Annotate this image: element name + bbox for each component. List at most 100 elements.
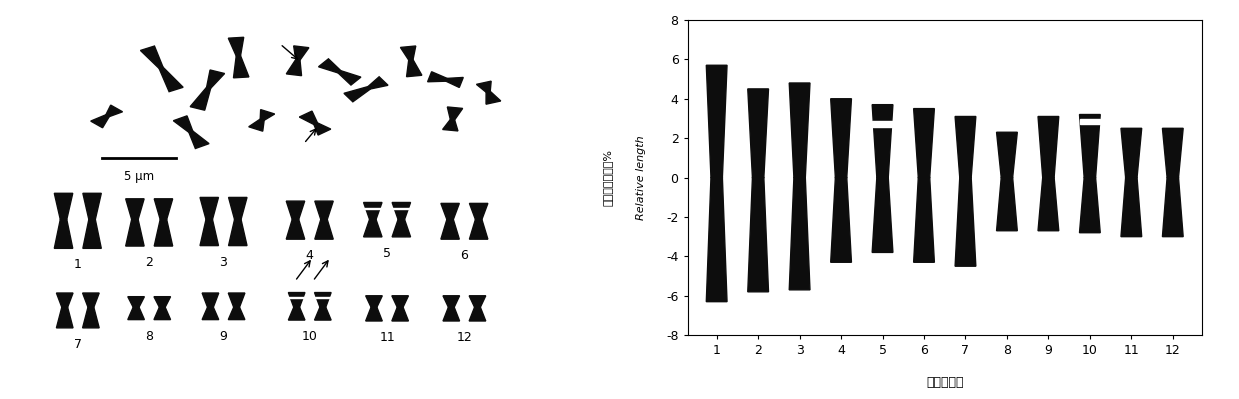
- Polygon shape: [913, 109, 934, 178]
- Polygon shape: [441, 203, 460, 219]
- Polygon shape: [318, 59, 341, 73]
- Polygon shape: [1079, 178, 1100, 233]
- Polygon shape: [789, 178, 810, 290]
- Polygon shape: [996, 178, 1017, 231]
- Polygon shape: [90, 115, 109, 128]
- Polygon shape: [83, 293, 99, 307]
- Polygon shape: [286, 59, 301, 76]
- Polygon shape: [154, 219, 172, 246]
- Polygon shape: [444, 307, 460, 321]
- Polygon shape: [249, 119, 264, 131]
- Polygon shape: [366, 296, 383, 307]
- Polygon shape: [315, 201, 333, 219]
- Polygon shape: [338, 71, 361, 85]
- Polygon shape: [286, 219, 305, 239]
- Polygon shape: [199, 198, 218, 219]
- Polygon shape: [55, 219, 73, 248]
- Polygon shape: [55, 193, 73, 219]
- Polygon shape: [446, 77, 463, 87]
- Polygon shape: [706, 65, 727, 178]
- Polygon shape: [140, 46, 164, 69]
- Polygon shape: [300, 111, 317, 124]
- Text: 5: 5: [383, 247, 392, 260]
- Polygon shape: [188, 131, 209, 148]
- Polygon shape: [470, 307, 486, 321]
- Text: 6: 6: [461, 249, 468, 262]
- Polygon shape: [315, 307, 331, 320]
- Polygon shape: [400, 46, 416, 60]
- Text: 4: 4: [306, 249, 313, 262]
- Polygon shape: [470, 219, 488, 239]
- Polygon shape: [830, 178, 851, 262]
- Polygon shape: [913, 178, 934, 262]
- Polygon shape: [872, 121, 893, 127]
- Polygon shape: [128, 297, 145, 307]
- Polygon shape: [392, 296, 409, 307]
- Polygon shape: [315, 297, 331, 298]
- Polygon shape: [955, 117, 976, 178]
- Polygon shape: [105, 105, 123, 117]
- Polygon shape: [1162, 178, 1183, 237]
- Polygon shape: [202, 293, 219, 307]
- Polygon shape: [392, 208, 410, 209]
- Text: 12: 12: [456, 331, 472, 344]
- Polygon shape: [228, 37, 244, 56]
- Polygon shape: [125, 219, 144, 246]
- Polygon shape: [442, 119, 458, 131]
- Polygon shape: [872, 178, 893, 253]
- Text: 9: 9: [219, 330, 228, 343]
- Polygon shape: [748, 89, 768, 178]
- Polygon shape: [441, 219, 460, 239]
- Polygon shape: [83, 193, 102, 219]
- Polygon shape: [313, 123, 331, 135]
- Polygon shape: [228, 198, 247, 219]
- Polygon shape: [830, 99, 851, 178]
- Polygon shape: [392, 202, 410, 219]
- Polygon shape: [363, 202, 382, 219]
- Polygon shape: [154, 307, 171, 320]
- Polygon shape: [154, 297, 171, 307]
- Polygon shape: [83, 219, 102, 248]
- Polygon shape: [363, 219, 382, 237]
- Polygon shape: [125, 199, 144, 219]
- Text: 2: 2: [145, 256, 154, 269]
- Polygon shape: [228, 307, 245, 320]
- Polygon shape: [392, 219, 410, 237]
- Polygon shape: [470, 203, 488, 219]
- Text: 11: 11: [379, 331, 395, 344]
- Polygon shape: [486, 91, 501, 104]
- Polygon shape: [289, 292, 305, 307]
- Polygon shape: [444, 296, 460, 307]
- Polygon shape: [748, 178, 768, 292]
- Polygon shape: [955, 178, 976, 266]
- Polygon shape: [447, 107, 462, 120]
- Text: 染色体相对长度%: 染色体相对长度%: [603, 149, 613, 206]
- Polygon shape: [159, 67, 183, 92]
- Polygon shape: [1038, 117, 1059, 178]
- Polygon shape: [392, 307, 409, 321]
- Polygon shape: [286, 201, 305, 219]
- Polygon shape: [294, 46, 309, 60]
- Polygon shape: [173, 116, 193, 132]
- Polygon shape: [1079, 119, 1100, 124]
- Polygon shape: [996, 132, 1017, 178]
- Polygon shape: [366, 307, 383, 321]
- Text: 8: 8: [145, 330, 154, 343]
- Polygon shape: [344, 87, 370, 102]
- Polygon shape: [1121, 128, 1141, 178]
- Polygon shape: [228, 219, 247, 246]
- Polygon shape: [368, 77, 388, 89]
- Polygon shape: [406, 59, 422, 77]
- Polygon shape: [872, 105, 893, 178]
- Polygon shape: [427, 72, 447, 82]
- Polygon shape: [83, 307, 99, 328]
- Polygon shape: [1038, 178, 1059, 231]
- Text: 7: 7: [74, 338, 82, 351]
- Polygon shape: [315, 292, 331, 307]
- Polygon shape: [477, 81, 491, 92]
- Polygon shape: [128, 307, 145, 320]
- Text: 1: 1: [74, 258, 82, 271]
- Text: 10: 10: [302, 330, 317, 343]
- Polygon shape: [706, 178, 727, 302]
- Polygon shape: [1162, 128, 1183, 178]
